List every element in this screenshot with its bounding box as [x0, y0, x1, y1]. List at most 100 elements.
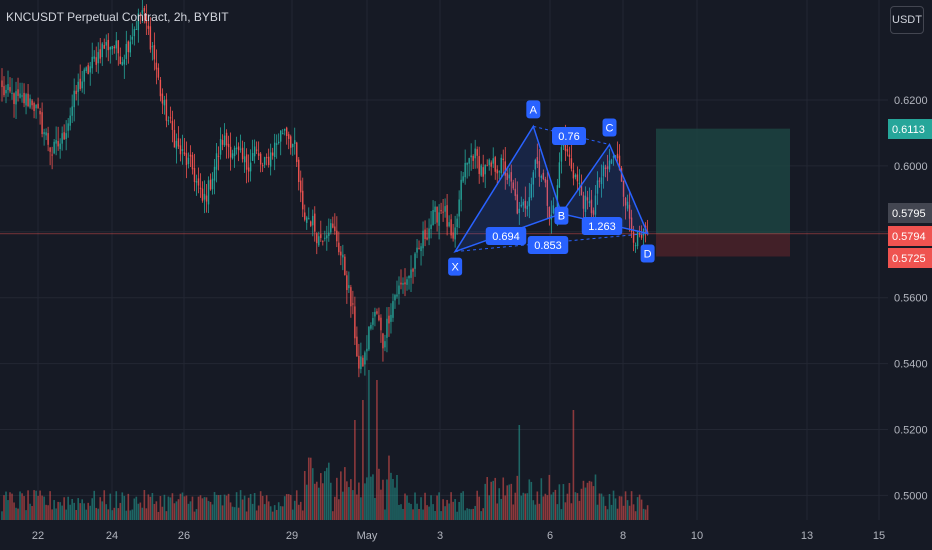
price-tag-label: 0.5725: [892, 253, 926, 265]
candle-body: [338, 242, 340, 253]
candle: [257, 141, 260, 160]
candle: [11, 78, 13, 100]
candle-body: [81, 81, 83, 89]
candle: [628, 190, 631, 232]
currency-button[interactable]: USDT: [890, 6, 924, 34]
candle-body: [320, 234, 322, 238]
candle: [286, 126, 288, 145]
volume-bar: [502, 477, 505, 520]
candle: [165, 93, 168, 128]
candle: [486, 159, 488, 167]
candle: [159, 76, 162, 102]
candle: [460, 171, 462, 212]
volume-bar: [213, 492, 216, 520]
candle-body: [73, 90, 75, 108]
candle-body: [630, 217, 633, 232]
candle: [267, 148, 270, 168]
candle: [229, 132, 232, 171]
candle: [520, 196, 522, 208]
candle: [496, 165, 498, 186]
volume-bar: [522, 492, 525, 520]
volume-bar: [440, 511, 442, 520]
candle-body: [470, 155, 472, 158]
volume-bar: [374, 497, 376, 520]
volume-bar: [139, 502, 142, 520]
volume-bar: [566, 493, 569, 520]
volume-bar: [47, 505, 49, 520]
candle: [9, 77, 11, 94]
candle-body: [616, 153, 619, 159]
candle: [594, 184, 597, 220]
candle-body: [269, 152, 272, 167]
volume-bar: [151, 493, 154, 520]
candle: [251, 139, 254, 161]
candle: [512, 179, 514, 191]
pattern-point-label: X: [451, 262, 459, 274]
candle: [35, 104, 37, 119]
candle: [410, 255, 412, 293]
candle-body: [610, 159, 613, 164]
volume-bar: [143, 490, 146, 520]
candle-body: [304, 212, 306, 220]
candle-body: [444, 206, 446, 212]
candle: [75, 84, 77, 101]
candle-body: [454, 227, 456, 240]
candle: [21, 82, 23, 103]
volume-bar: [444, 506, 446, 520]
volume-bar: [217, 495, 220, 520]
candle-body: [183, 152, 186, 155]
candle-body: [45, 132, 47, 136]
volume-bar: [273, 505, 276, 520]
volume-bar: [259, 491, 262, 520]
price-axis-bg: [888, 0, 932, 550]
pattern-point-box: [554, 206, 569, 225]
candle-body: [382, 333, 384, 349]
candle: [302, 177, 304, 218]
candle-body: [233, 147, 236, 157]
volume-bar: [448, 503, 450, 520]
candle: [600, 164, 603, 198]
candle: [536, 143, 539, 169]
volume-bar: [328, 462, 330, 520]
volume-bar: [115, 491, 118, 520]
pattern-point-label: A: [530, 104, 538, 116]
candle: [141, 0, 144, 23]
candle-body: [378, 315, 380, 321]
candle: [51, 146, 53, 170]
volume-bar: [612, 490, 615, 520]
candle: [107, 33, 109, 62]
candle: [197, 167, 200, 194]
volume-bar: [161, 506, 164, 520]
candle: [117, 40, 119, 66]
candle-body: [141, 10, 144, 14]
volume-bar: [322, 483, 324, 520]
candle: [446, 194, 448, 236]
candle-body: [261, 165, 264, 167]
candle: [542, 169, 545, 181]
candle: [346, 270, 348, 304]
candle-body: [472, 155, 474, 161]
candle: [392, 293, 394, 322]
candle-body: [400, 282, 402, 285]
pattern-point-b: B: [554, 206, 569, 225]
candle: [17, 77, 19, 102]
candle: [442, 199, 444, 222]
candle: [586, 190, 589, 210]
candle: [336, 216, 338, 248]
candle-body: [137, 13, 140, 31]
volume-bar: [295, 490, 298, 520]
time-tick-label: 10: [691, 530, 703, 542]
volume-bar: [586, 482, 589, 520]
volume-bar: [13, 502, 15, 520]
volume-bar: [622, 505, 625, 520]
candle: [203, 180, 206, 214]
candle-body: [424, 229, 426, 239]
candle: [71, 94, 73, 123]
volume-bar: [3, 495, 5, 520]
candle: [177, 126, 180, 150]
volume-bar: [548, 474, 551, 520]
candle-body: [235, 147, 238, 150]
volume-bar: [468, 508, 470, 520]
candle-body: [105, 42, 107, 46]
